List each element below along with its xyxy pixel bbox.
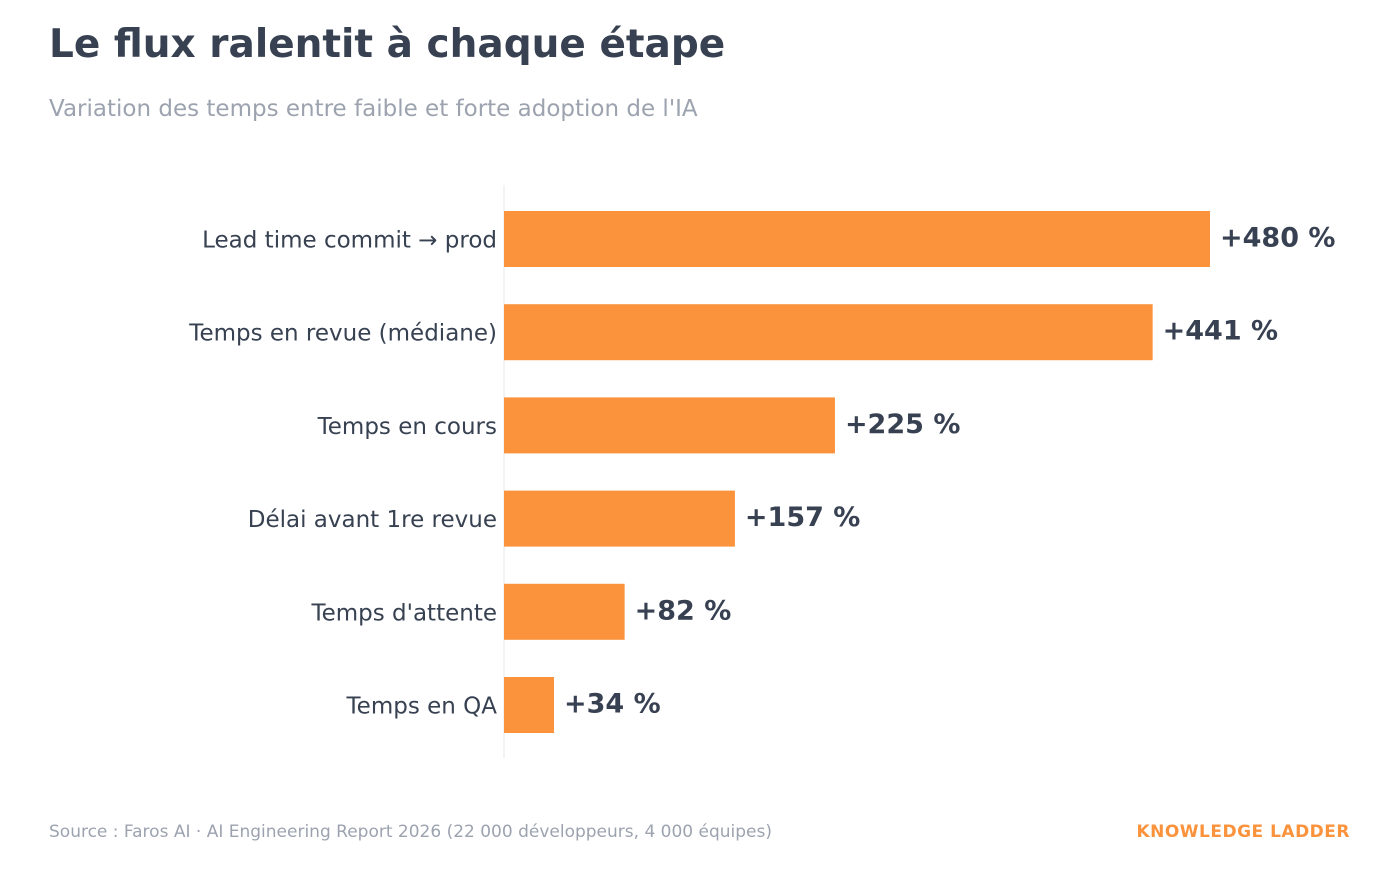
value-label-3: +157 %: [745, 502, 860, 533]
chart-title: Le flux ralentit à chaque étape: [49, 22, 726, 67]
category-label-0: Lead time commit → prod: [202, 228, 497, 254]
category-label-3: Délai avant 1re revue: [248, 507, 497, 533]
value-label-4: +82 %: [635, 595, 732, 626]
category-label-2: Temps en cours: [317, 414, 497, 440]
value-label-5: +34 %: [564, 689, 661, 720]
bar-5: [504, 677, 555, 733]
value-label-1: +441 %: [1163, 316, 1278, 347]
category-label-1: Temps en revue (médiane): [188, 321, 497, 347]
bar-3: [504, 490, 735, 547]
brand-logo-text: KNOWLEDGE LADDER: [1136, 822, 1350, 842]
bar-1: [504, 304, 1153, 361]
category-label-4: Temps d'attente: [310, 600, 497, 626]
chart-subtitle: Variation des temps entre faible et fort…: [49, 96, 698, 122]
value-label-0: +480 %: [1220, 223, 1335, 254]
value-label-2: +225 %: [845, 409, 960, 440]
bars-group: Lead time commit → prod +480 % Temps en re…: [188, 211, 1335, 733]
source-note: Source : Faros AI · AI Engineering Repor…: [49, 822, 773, 842]
bar-4: [504, 583, 625, 640]
category-label-5: Temps en QA: [346, 694, 498, 720]
bar-0: [504, 211, 1210, 267]
bar-2: [504, 397, 835, 454]
